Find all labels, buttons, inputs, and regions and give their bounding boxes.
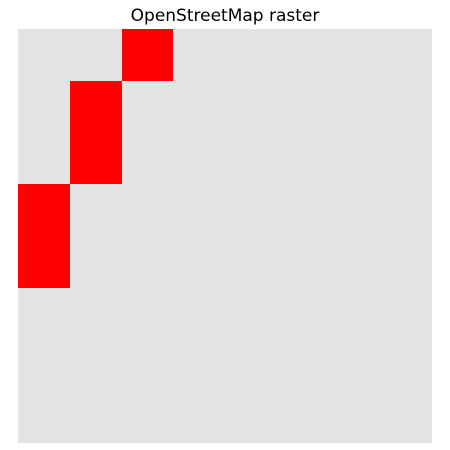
raster-cell (328, 132, 381, 185)
raster-cell (276, 339, 329, 392)
raster-cell (173, 339, 225, 392)
raster-cell (225, 29, 277, 81)
raster-cell (121, 132, 174, 185)
raster-cell (173, 236, 225, 288)
map-title: OpenStreetMap raster (130, 6, 320, 26)
raster-cell (69, 391, 122, 443)
raster-cell (380, 236, 432, 288)
raster-cell-highlighted (18, 184, 70, 236)
raster-cell (328, 391, 381, 443)
raster-cell (225, 184, 277, 236)
raster-cell-highlighted (69, 132, 122, 185)
raster-cell (121, 287, 174, 340)
raster-cell (69, 29, 122, 81)
raster-cell-highlighted (18, 236, 70, 288)
raster-cell-highlighted (69, 80, 122, 133)
raster-cell (18, 287, 70, 340)
raster-cell (18, 339, 70, 392)
raster-cell (380, 184, 432, 236)
raster-cell (121, 80, 174, 133)
raster-cell (276, 132, 329, 185)
raster-cell (328, 287, 381, 340)
raster-cell (173, 132, 225, 185)
raster-cell (69, 184, 122, 236)
raster-cell (276, 391, 329, 443)
raster-cell (18, 80, 70, 133)
raster-cell (225, 287, 277, 340)
raster-cell (328, 184, 381, 236)
raster-cell (380, 287, 432, 340)
raster-cell (121, 236, 174, 288)
raster-cell (380, 80, 432, 133)
raster-cell (276, 29, 329, 81)
raster-cell (18, 29, 70, 81)
raster-cell (173, 287, 225, 340)
raster-cell (121, 184, 174, 236)
raster-cell (225, 80, 277, 133)
raster-cell (328, 80, 381, 133)
raster-cell (225, 132, 277, 185)
raster-cell (328, 29, 381, 81)
raster-cell (380, 132, 432, 185)
raster-cell (173, 80, 225, 133)
raster-cell (328, 339, 381, 392)
raster-cell (276, 80, 329, 133)
raster-cell-highlighted (121, 29, 174, 81)
raster-cell (18, 391, 70, 443)
raster-cell (18, 132, 70, 185)
raster-cell (121, 339, 174, 392)
raster-grid (18, 29, 432, 443)
raster-cell (276, 236, 329, 288)
raster-cell (380, 29, 432, 81)
raster-cell (380, 391, 432, 443)
raster-cell (121, 391, 174, 443)
raster-cell (69, 339, 122, 392)
raster-cell (225, 391, 277, 443)
raster-cell (173, 391, 225, 443)
raster-cell (328, 236, 381, 288)
raster-cell (225, 236, 277, 288)
raster-cell (225, 339, 277, 392)
raster-cell (69, 287, 122, 340)
raster-cell (173, 184, 225, 236)
raster-cell (276, 287, 329, 340)
raster-cell (173, 29, 225, 81)
raster-cell (276, 184, 329, 236)
raster-cell (380, 339, 432, 392)
raster-cell (69, 236, 122, 288)
